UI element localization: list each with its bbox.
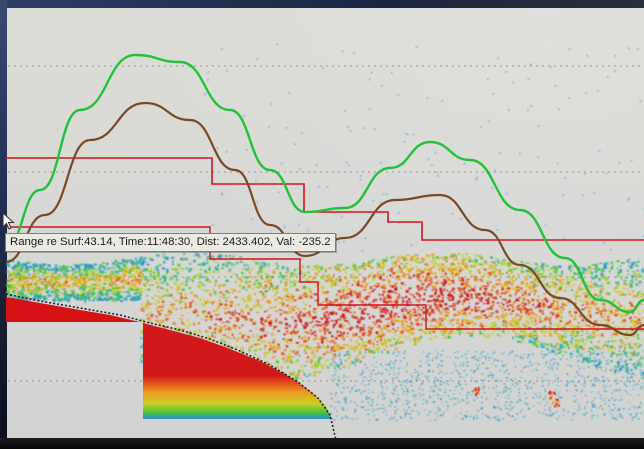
seabed-layer-left <box>6 297 140 322</box>
bottom-detection-line <box>5 293 337 441</box>
depth-grid <box>8 65 644 382</box>
monitor-bezel-bottom <box>0 438 644 449</box>
mouse-pointer-icon <box>2 212 16 230</box>
readout-text: Range re Surf:43.14, Time:11:48:30, Dist… <box>10 236 331 248</box>
motion-trace-green <box>5 53 644 314</box>
monitor-bezel-top <box>0 0 644 8</box>
analysis-region-box <box>6 157 644 241</box>
echo-returns <box>6 43 644 422</box>
cursor-readout-tooltip: Range re Surf:43.14, Time:11:48:30, Dist… <box>5 233 336 252</box>
seabed-layer-wedge <box>143 323 332 419</box>
